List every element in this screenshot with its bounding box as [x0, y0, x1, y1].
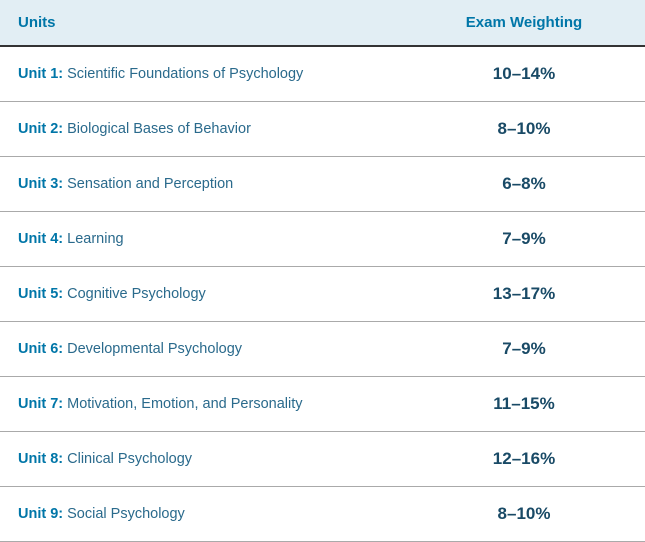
unit-cell: Unit 2: Biological Bases of Behavior [0, 102, 445, 157]
unit-title: Clinical Psychology [67, 451, 192, 467]
unit-label: Unit 6: [18, 341, 63, 357]
unit-label: Unit 1: [18, 66, 63, 82]
table-row: Unit 6: Developmental Psychology7–9% [0, 322, 645, 377]
unit-title: Sensation and Perception [67, 176, 233, 192]
table-row: Unit 8: Clinical Psychology12–16% [0, 432, 645, 487]
unit-label: Unit 7: [18, 396, 63, 412]
table-row: Unit 3: Sensation and Perception6–8% [0, 157, 645, 212]
weight-cell: 8–10% [445, 102, 645, 157]
unit-title: Scientific Foundations of Psychology [67, 66, 303, 82]
weight-cell: 12–16% [445, 432, 645, 487]
unit-title: Cognitive Psychology [67, 286, 206, 302]
table-body: Unit 1: Scientific Foundations of Psycho… [0, 46, 645, 542]
unit-cell: Unit 9: Social Psychology [0, 487, 445, 542]
table-row: Unit 7: Motivation, Emotion, and Persona… [0, 377, 645, 432]
unit-title: Developmental Psychology [67, 341, 242, 357]
unit-cell: Unit 6: Developmental Psychology [0, 322, 445, 377]
weight-cell: 10–14% [445, 46, 645, 102]
unit-title: Motivation, Emotion, and Personality [67, 396, 302, 412]
units-weighting-table: Units Exam Weighting Unit 1: Scientific … [0, 0, 645, 542]
weight-cell: 7–9% [445, 322, 645, 377]
weight-cell: 13–17% [445, 267, 645, 322]
unit-cell: Unit 3: Sensation and Perception [0, 157, 445, 212]
unit-label: Unit 4: [18, 231, 63, 247]
table-row: Unit 2: Biological Bases of Behavior8–10… [0, 102, 645, 157]
unit-title: Social Psychology [67, 506, 185, 522]
table-row: Unit 5: Cognitive Psychology13–17% [0, 267, 645, 322]
table-row: Unit 1: Scientific Foundations of Psycho… [0, 46, 645, 102]
unit-label: Unit 2: [18, 121, 63, 137]
unit-label: Unit 3: [18, 176, 63, 192]
table-row: Unit 4: Learning7–9% [0, 212, 645, 267]
unit-cell: Unit 8: Clinical Psychology [0, 432, 445, 487]
unit-title: Learning [67, 231, 123, 247]
unit-label: Unit 8: [18, 451, 63, 467]
weight-cell: 7–9% [445, 212, 645, 267]
col-header-weighting: Exam Weighting [445, 0, 645, 46]
unit-title: Biological Bases of Behavior [67, 121, 251, 137]
unit-cell: Unit 1: Scientific Foundations of Psycho… [0, 46, 445, 102]
table-row: Unit 9: Social Psychology8–10% [0, 487, 645, 542]
table-header-row: Units Exam Weighting [0, 0, 645, 46]
weight-cell: 8–10% [445, 487, 645, 542]
unit-label: Unit 5: [18, 286, 63, 302]
weight-cell: 6–8% [445, 157, 645, 212]
unit-cell: Unit 7: Motivation, Emotion, and Persona… [0, 377, 445, 432]
unit-cell: Unit 5: Cognitive Psychology [0, 267, 445, 322]
weight-cell: 11–15% [445, 377, 645, 432]
unit-cell: Unit 4: Learning [0, 212, 445, 267]
col-header-units: Units [0, 0, 445, 46]
unit-label: Unit 9: [18, 506, 63, 522]
